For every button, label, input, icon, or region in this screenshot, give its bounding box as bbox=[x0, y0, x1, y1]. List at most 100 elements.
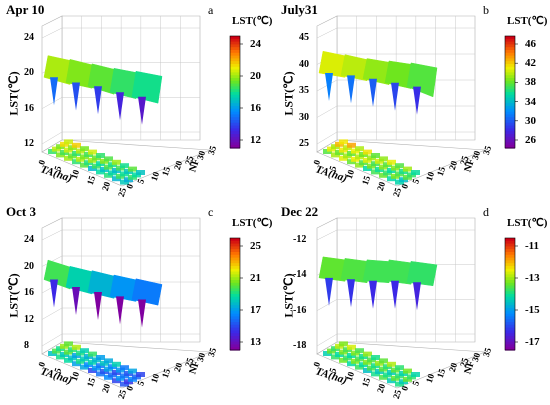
colorbar-segment bbox=[505, 44, 515, 48]
colorbar-segment bbox=[230, 78, 240, 82]
colorbar-segment bbox=[505, 316, 515, 320]
colorbar-title: LST(℃) bbox=[232, 217, 273, 229]
gridline bbox=[316, 229, 338, 241]
colorbar-segment bbox=[505, 136, 515, 141]
surface-spike bbox=[50, 279, 58, 308]
surface-patch bbox=[362, 58, 394, 85]
colorbar-segment bbox=[505, 274, 515, 278]
floor-cell bbox=[64, 341, 73, 347]
surface-patch bbox=[131, 278, 163, 306]
chart-panel-d: Dec 22 d LST(℃) LST(℃) TA(ha) NF -12 -14-… bbox=[275, 202, 550, 404]
surface-spike bbox=[325, 277, 333, 306]
surface-spike bbox=[347, 279, 355, 308]
z-tick-label: -18 bbox=[293, 340, 307, 351]
surface-spike bbox=[391, 82, 399, 111]
surface-spike bbox=[50, 77, 58, 106]
gridline bbox=[41, 27, 63, 39]
colorbar-segment bbox=[230, 263, 240, 267]
z-tick-label: 24 bbox=[24, 32, 34, 43]
colorbar-segment bbox=[505, 64, 515, 68]
colorbar-title: LST(℃) bbox=[507, 15, 548, 27]
colorbar-segment bbox=[230, 142, 240, 146]
colorbar-tick-label: 13 bbox=[250, 336, 261, 348]
colorbar-segment bbox=[230, 139, 240, 143]
z-tick-label: 20 bbox=[24, 260, 34, 272]
colorbar-segment bbox=[230, 347, 240, 351]
gridline bbox=[41, 333, 63, 347]
colorbar-segment bbox=[230, 268, 240, 273]
colorbar-segment bbox=[505, 330, 515, 334]
colorbar-segment bbox=[505, 36, 515, 40]
floor-cell bbox=[72, 344, 81, 350]
colorbar-tick-label: 12 bbox=[250, 134, 261, 146]
colorbar-segment bbox=[230, 238, 240, 242]
surface-patch bbox=[340, 54, 372, 82]
gridline bbox=[41, 307, 63, 320]
surface-plot-b bbox=[316, 15, 518, 187]
floor-cell bbox=[363, 351, 372, 357]
floor-cell bbox=[387, 159, 396, 165]
colorbar-segment bbox=[505, 78, 515, 82]
colorbar-segment bbox=[230, 41, 240, 45]
surface-patch bbox=[131, 70, 163, 104]
colorbar-segment bbox=[230, 280, 240, 284]
z-tick-label: 45 bbox=[299, 32, 309, 43]
colorbar-segment bbox=[505, 69, 515, 73]
floor-cell bbox=[80, 348, 89, 354]
floor-cell bbox=[96, 355, 105, 360]
colorbar-segment bbox=[505, 55, 515, 59]
colorbar-segment bbox=[505, 327, 515, 331]
colorbar-segment bbox=[505, 75, 515, 79]
colorbar-tick-label: 42 bbox=[525, 57, 536, 70]
surface-plot-d bbox=[316, 217, 518, 389]
colorbar-title: LST(℃) bbox=[232, 15, 273, 27]
colorbar-segment bbox=[230, 117, 240, 121]
colorbar-tick-label: 26 bbox=[525, 134, 536, 146]
colorbar-segment bbox=[230, 94, 240, 99]
surface-spike bbox=[94, 86, 102, 115]
colorbar-segment bbox=[505, 114, 515, 118]
colorbar-segment bbox=[230, 296, 240, 301]
colorbar-segment bbox=[505, 299, 515, 303]
gridline bbox=[316, 105, 338, 118]
colorbar-segment bbox=[230, 36, 240, 40]
surface-spike bbox=[138, 299, 146, 328]
floor-cell bbox=[136, 372, 145, 377]
floor-cell bbox=[64, 139, 73, 145]
surface-spike bbox=[138, 96, 146, 125]
z-tick-label: 12 bbox=[24, 313, 34, 325]
colorbar-segment bbox=[505, 285, 515, 289]
colorbar-segment bbox=[505, 324, 515, 329]
colorbar-segment bbox=[230, 75, 240, 79]
floor-cell bbox=[411, 170, 420, 175]
colorbar-segment bbox=[230, 299, 240, 303]
floor-cell bbox=[379, 358, 388, 364]
colorbar-segment bbox=[505, 291, 515, 295]
surface-spike bbox=[347, 75, 355, 104]
colorbar-tick-label: 17 bbox=[250, 304, 261, 316]
colorbar-segment bbox=[505, 128, 515, 132]
surface-spike bbox=[116, 92, 124, 121]
colorbar-segment bbox=[230, 103, 240, 107]
colorbar-segment bbox=[505, 333, 515, 337]
colorbar-tick-label: -15 bbox=[525, 304, 540, 316]
colorbar-frame bbox=[229, 35, 241, 149]
panel-letter: d bbox=[483, 205, 489, 219]
colorbar-segment bbox=[505, 263, 515, 267]
surface-plot-a bbox=[41, 15, 243, 187]
colorbar-segment bbox=[505, 294, 515, 298]
colorbar-segment bbox=[230, 47, 240, 51]
colorbar-segment bbox=[505, 268, 515, 273]
colorbar-segment bbox=[230, 106, 240, 110]
colorbar-segment bbox=[230, 294, 240, 298]
colorbar-segment bbox=[505, 302, 515, 306]
chart-panel-a: Apr 10 a LST(℃) LST(℃) TA(ha) NF 24 20 16 1… bbox=[0, 0, 275, 202]
surface-patch bbox=[340, 258, 372, 284]
panel-date: July31 bbox=[281, 2, 318, 17]
z-tick-label: 16 bbox=[24, 287, 34, 298]
colorbar-segment bbox=[230, 266, 240, 270]
colorbar-segment bbox=[505, 347, 515, 351]
gridline bbox=[316, 299, 338, 311]
floor-cell bbox=[96, 153, 105, 158]
colorbar-tick-label: 24 bbox=[250, 38, 261, 50]
